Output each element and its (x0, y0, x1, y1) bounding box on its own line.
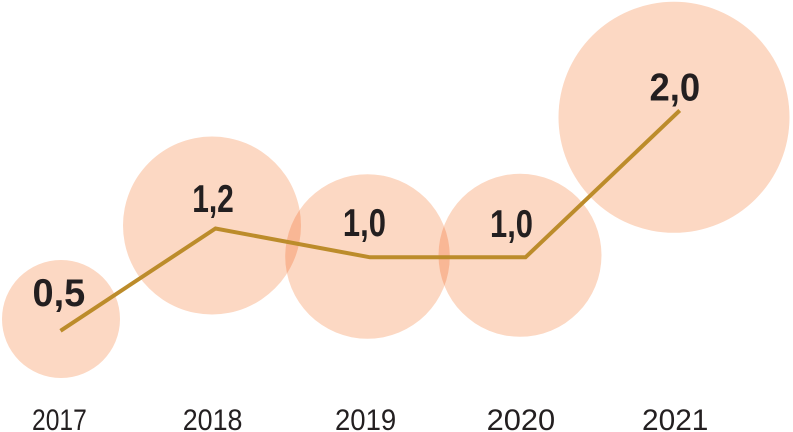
svg-text:1,0: 1,0 (343, 202, 386, 245)
svg-text:2019: 2019 (335, 404, 396, 432)
svg-text:2020: 2020 (487, 404, 556, 432)
svg-text:2,0: 2,0 (649, 66, 700, 109)
svg-text:1,2: 1,2 (192, 178, 234, 221)
svg-text:2017: 2017 (32, 404, 87, 432)
svg-text:0,5: 0,5 (33, 272, 86, 315)
svg-text:2021: 2021 (642, 404, 708, 432)
svg-text:2018: 2018 (183, 404, 243, 432)
svg-text:1,0: 1,0 (490, 203, 533, 246)
